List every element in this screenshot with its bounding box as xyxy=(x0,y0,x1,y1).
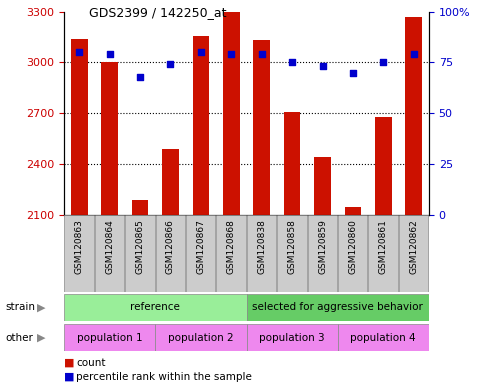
Bar xyxy=(246,324,338,351)
Point xyxy=(349,70,357,76)
Text: GDS2399 / 142250_at: GDS2399 / 142250_at xyxy=(89,6,226,19)
Bar xyxy=(162,149,179,384)
Bar xyxy=(284,112,300,384)
Bar xyxy=(277,215,307,292)
Text: GSM120860: GSM120860 xyxy=(349,219,357,274)
Bar xyxy=(71,39,88,384)
Text: ▶: ▶ xyxy=(36,302,45,312)
Text: GSM120866: GSM120866 xyxy=(166,219,175,274)
Bar xyxy=(314,157,331,384)
Text: ▶: ▶ xyxy=(36,333,45,343)
Point xyxy=(318,63,326,70)
Point xyxy=(288,59,296,65)
Text: other: other xyxy=(5,333,33,343)
Text: ■: ■ xyxy=(64,358,74,368)
Point xyxy=(167,61,175,68)
Bar xyxy=(246,294,429,321)
Text: population 1: population 1 xyxy=(77,333,142,343)
Bar xyxy=(186,215,215,292)
Bar xyxy=(368,215,398,292)
Point xyxy=(106,51,113,57)
Point xyxy=(136,74,144,80)
Text: selected for aggressive behavior: selected for aggressive behavior xyxy=(252,302,423,312)
Bar xyxy=(375,117,391,384)
Text: population 3: population 3 xyxy=(259,333,325,343)
Text: reference: reference xyxy=(130,302,180,312)
Text: ■: ■ xyxy=(64,372,74,382)
Bar xyxy=(223,12,240,384)
Bar xyxy=(405,17,422,384)
Bar xyxy=(125,215,155,292)
Bar xyxy=(253,40,270,384)
Text: GSM120859: GSM120859 xyxy=(318,219,327,274)
Point xyxy=(410,51,418,57)
Point xyxy=(227,51,235,57)
Text: strain: strain xyxy=(5,302,35,312)
Point xyxy=(75,49,83,55)
Text: GSM120867: GSM120867 xyxy=(196,219,206,274)
Text: GSM120864: GSM120864 xyxy=(105,219,114,274)
Point xyxy=(197,49,205,55)
Bar xyxy=(64,294,246,321)
Bar xyxy=(65,215,94,292)
Text: GSM120838: GSM120838 xyxy=(257,219,266,274)
Bar xyxy=(95,215,124,292)
Bar xyxy=(345,207,361,384)
Bar xyxy=(102,62,118,384)
Bar xyxy=(132,200,148,384)
Bar xyxy=(155,324,246,351)
Text: GSM120861: GSM120861 xyxy=(379,219,388,274)
Text: percentile rank within the sample: percentile rank within the sample xyxy=(76,372,252,382)
Bar xyxy=(247,215,276,292)
Text: GSM120868: GSM120868 xyxy=(227,219,236,274)
Bar xyxy=(216,215,246,292)
Bar xyxy=(64,324,155,351)
Text: population 2: population 2 xyxy=(168,333,234,343)
Text: GSM120862: GSM120862 xyxy=(409,219,418,274)
Text: GSM120865: GSM120865 xyxy=(136,219,144,274)
Point xyxy=(258,51,266,57)
Point xyxy=(380,59,387,65)
Bar xyxy=(338,324,429,351)
Text: GSM120858: GSM120858 xyxy=(287,219,297,274)
Text: count: count xyxy=(76,358,106,368)
Bar xyxy=(193,36,209,384)
Bar xyxy=(338,215,367,292)
Bar xyxy=(308,215,337,292)
Text: GSM120863: GSM120863 xyxy=(75,219,84,274)
Bar xyxy=(156,215,185,292)
Bar xyxy=(399,215,428,292)
Text: population 4: population 4 xyxy=(351,333,416,343)
